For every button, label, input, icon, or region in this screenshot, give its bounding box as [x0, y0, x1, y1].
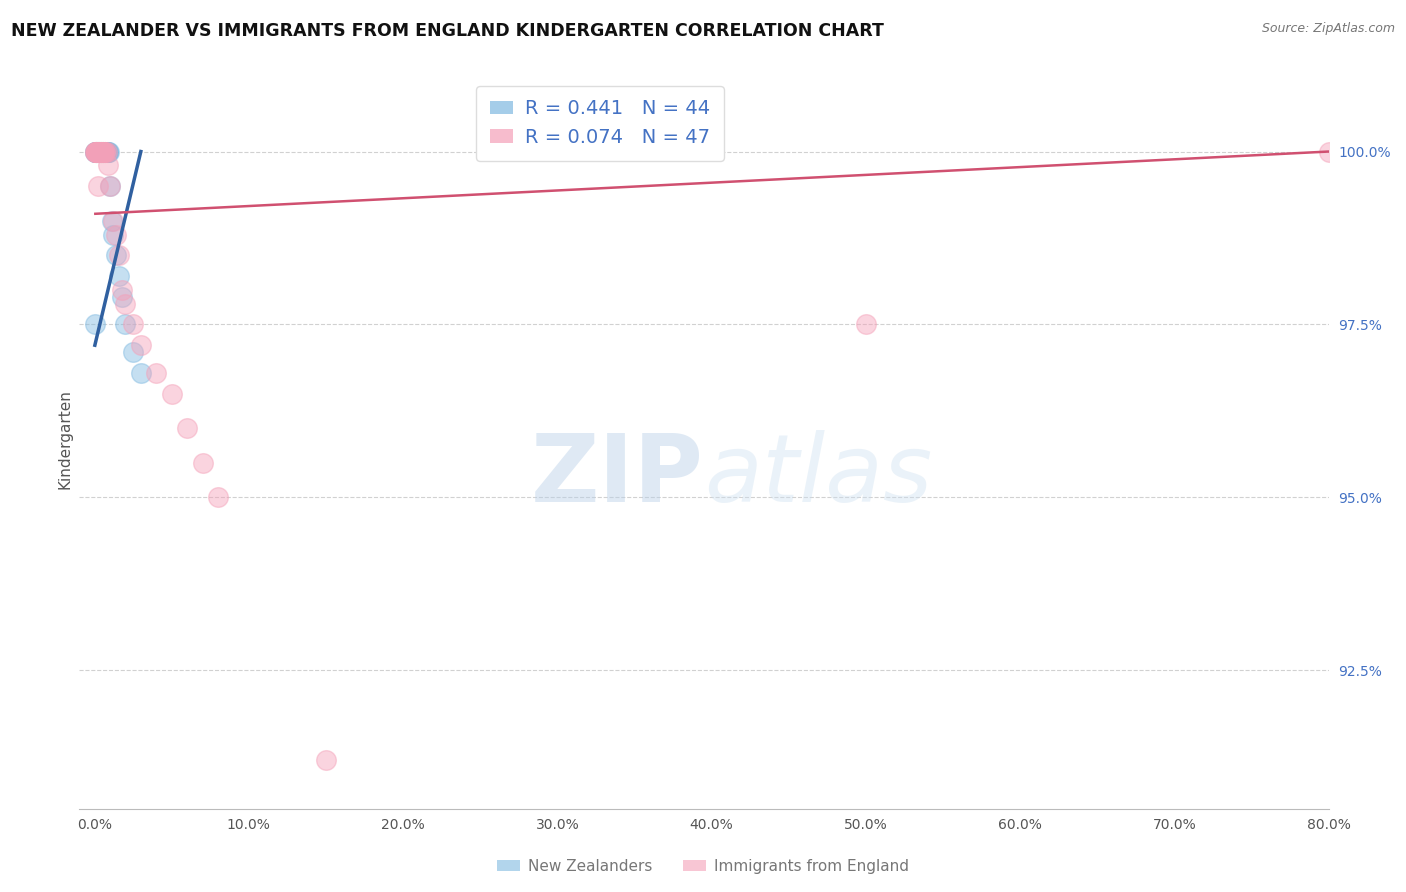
Point [105, 248, 128, 262]
Point [122, 345, 145, 359]
Point [87, 145, 110, 159]
Point [97, 145, 120, 159]
Point [111, 290, 134, 304]
Point [122, 318, 145, 332]
Point [96, 145, 118, 159]
Point [90, 145, 112, 159]
Point [101, 227, 124, 242]
Point [101, 213, 124, 227]
Legend: R = 0.441   N = 44, R = 0.074   N = 47: R = 0.441 N = 44, R = 0.074 N = 47 [477, 86, 724, 161]
Point [160, 386, 183, 401]
Point [91, 145, 114, 159]
Text: atlas: atlas [704, 430, 932, 521]
Point [89, 145, 111, 159]
Point [105, 227, 128, 242]
Point [84, 145, 107, 159]
Point [90, 145, 112, 159]
Point [89, 145, 111, 159]
Point [87, 145, 110, 159]
Point [86, 145, 108, 159]
Point [84, 145, 107, 159]
Point [87, 145, 110, 159]
Text: Source: ZipAtlas.com: Source: ZipAtlas.com [1261, 22, 1395, 36]
Point [91, 145, 114, 159]
Point [114, 296, 136, 310]
Point [90, 145, 112, 159]
Point [91, 145, 114, 159]
Point [86, 145, 108, 159]
Point [86, 145, 108, 159]
Point [91, 145, 114, 159]
Point [86, 145, 108, 159]
Point [94, 145, 117, 159]
Point [84, 145, 107, 159]
Point [89, 145, 111, 159]
Point [84, 145, 107, 159]
Point [94, 145, 117, 159]
Point [86, 145, 108, 159]
Point [93, 145, 115, 159]
Point [89, 145, 111, 159]
Point [93, 145, 115, 159]
Point [129, 366, 152, 380]
Point [191, 456, 214, 470]
Point [86, 145, 108, 159]
Point [84, 145, 107, 159]
Point [93, 145, 115, 159]
Point [108, 268, 131, 283]
Point [855, 318, 877, 332]
Point [97, 158, 120, 172]
Point [91, 145, 114, 159]
Point [129, 338, 152, 352]
Point [94, 145, 117, 159]
Point [89, 145, 111, 159]
Point [84, 145, 107, 159]
Point [98, 145, 121, 159]
Point [100, 213, 122, 227]
Point [108, 248, 131, 262]
Point [93, 145, 115, 159]
Point [207, 491, 229, 505]
Point [86, 145, 108, 159]
Point [89, 145, 111, 159]
Point [111, 283, 134, 297]
Point [91, 145, 114, 159]
Point [98, 179, 121, 194]
Point [98, 179, 121, 194]
Point [97, 145, 120, 159]
Point [93, 145, 115, 159]
Point [87, 179, 110, 194]
Point [83, 318, 105, 332]
Legend: New Zealanders, Immigrants from England: New Zealanders, Immigrants from England [491, 853, 915, 880]
Y-axis label: Kindergarten: Kindergarten [58, 389, 72, 489]
Point [84, 145, 107, 159]
Point [84, 145, 107, 159]
Point [91, 145, 114, 159]
Point [87, 145, 110, 159]
Point [93, 145, 115, 159]
Point [91, 145, 114, 159]
Point [84, 145, 107, 159]
Point [89, 145, 111, 159]
Point [315, 753, 337, 767]
Point [87, 145, 110, 159]
Point [86, 145, 108, 159]
Point [86, 145, 108, 159]
Point [90, 145, 112, 159]
Point [1317, 145, 1340, 159]
Point [86, 145, 108, 159]
Point [84, 145, 107, 159]
Point [87, 145, 110, 159]
Text: ZIP: ZIP [531, 430, 704, 522]
Point [90, 145, 112, 159]
Point [114, 318, 136, 332]
Text: NEW ZEALANDER VS IMMIGRANTS FROM ENGLAND KINDERGARTEN CORRELATION CHART: NEW ZEALANDER VS IMMIGRANTS FROM ENGLAND… [11, 22, 884, 40]
Point [176, 421, 198, 435]
Point [94, 145, 117, 159]
Point [145, 366, 167, 380]
Point [90, 145, 112, 159]
Point [96, 145, 118, 159]
Point [89, 145, 111, 159]
